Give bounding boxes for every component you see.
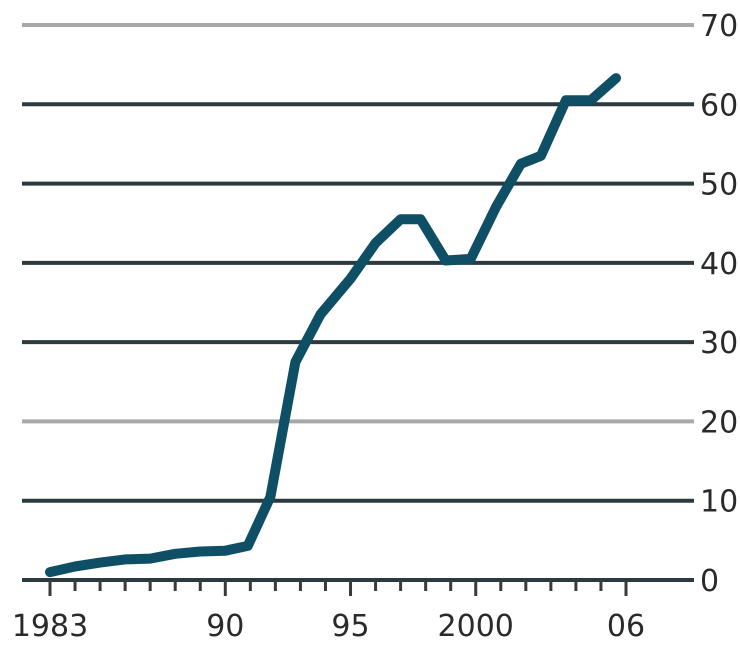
y-tick-label-60: 60: [700, 88, 738, 123]
gridlines: [22, 23, 694, 582]
series-line-0: [45, 73, 621, 578]
x-tick-label-2000: 2000: [438, 609, 514, 644]
x-tick-label-06: 06: [607, 609, 645, 644]
x-axis-tick-labels: 1983 90 95 2000 06: [12, 609, 645, 644]
y-tick-label-10: 10: [700, 485, 738, 520]
y-tick-label-50: 50: [700, 168, 738, 203]
x-axis-ticks: [48, 580, 628, 596]
y-tick-label-40: 40: [700, 247, 738, 282]
y-tick-label-70: 70: [700, 9, 738, 44]
x-tick-label-95: 95: [331, 609, 369, 644]
y-tick-label-30: 30: [700, 326, 738, 361]
series-group: [45, 73, 621, 578]
y-tick-label-0: 0: [700, 564, 719, 599]
y-tick-label-20: 20: [700, 405, 738, 440]
x-tick-label-90: 90: [206, 609, 244, 644]
y-axis-tick-labels: 0 10 20 30 40 50 60 70: [700, 9, 738, 599]
x-tick-label-1983: 1983: [12, 609, 88, 644]
